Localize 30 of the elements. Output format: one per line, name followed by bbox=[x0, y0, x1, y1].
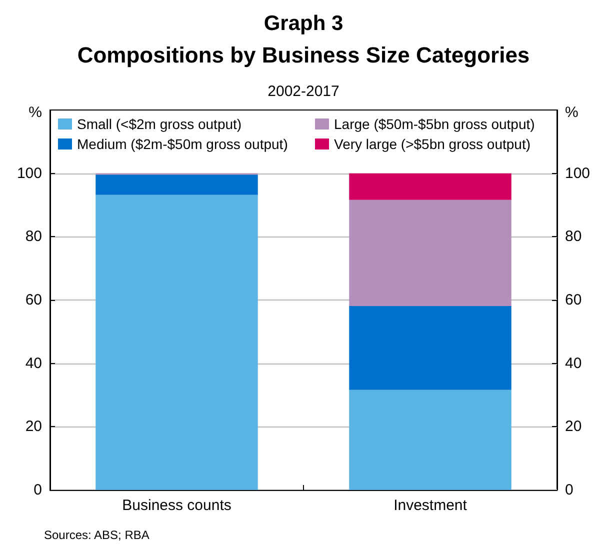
bar bbox=[349, 200, 512, 306]
y2-tick-label: 100 bbox=[565, 164, 590, 182]
bar bbox=[349, 390, 512, 490]
y-tick-label: 20 bbox=[25, 418, 42, 436]
y2-tick-label: 0 bbox=[565, 482, 574, 498]
source-note: Sources: ABS; RBA bbox=[44, 528, 150, 542]
y-tick-label: 80 bbox=[25, 228, 42, 246]
x-tick-label: Investment bbox=[394, 497, 468, 514]
text: 2002-2017 bbox=[268, 83, 340, 100]
bar bbox=[349, 306, 512, 390]
y2-tick-label: 60 bbox=[565, 292, 582, 308]
y2-tick-label: 80 bbox=[565, 228, 582, 246]
legend-label: Very large (>$5bn gross output) bbox=[334, 136, 531, 152]
bar bbox=[96, 194, 258, 490]
y-tick-label: 60 bbox=[25, 292, 42, 308]
y-tick-label: 0 bbox=[34, 482, 42, 498]
y2-tick-label: 40 bbox=[565, 354, 582, 372]
y-tick-label: 100 bbox=[16, 164, 42, 182]
legend-label: Large ($50m-$5bn gross output) bbox=[334, 116, 535, 132]
chart-title: Graph 3 bbox=[264, 12, 344, 35]
x-tick-label: Business counts bbox=[122, 497, 232, 514]
y2-axis-title: % bbox=[565, 104, 578, 121]
y-axis-title: % bbox=[28, 104, 42, 121]
legend-label: Small (<$2m gross output) bbox=[77, 116, 242, 132]
y2-tick-label: 20 bbox=[565, 418, 582, 436]
chart-subtitle: Compositions by Business Size Categories bbox=[77, 42, 530, 68]
legend-label: Medium ($2m-$50m gross output) bbox=[77, 136, 288, 152]
bar bbox=[96, 174, 258, 195]
bar bbox=[349, 173, 512, 200]
y-tick-label: 40 bbox=[25, 354, 42, 372]
